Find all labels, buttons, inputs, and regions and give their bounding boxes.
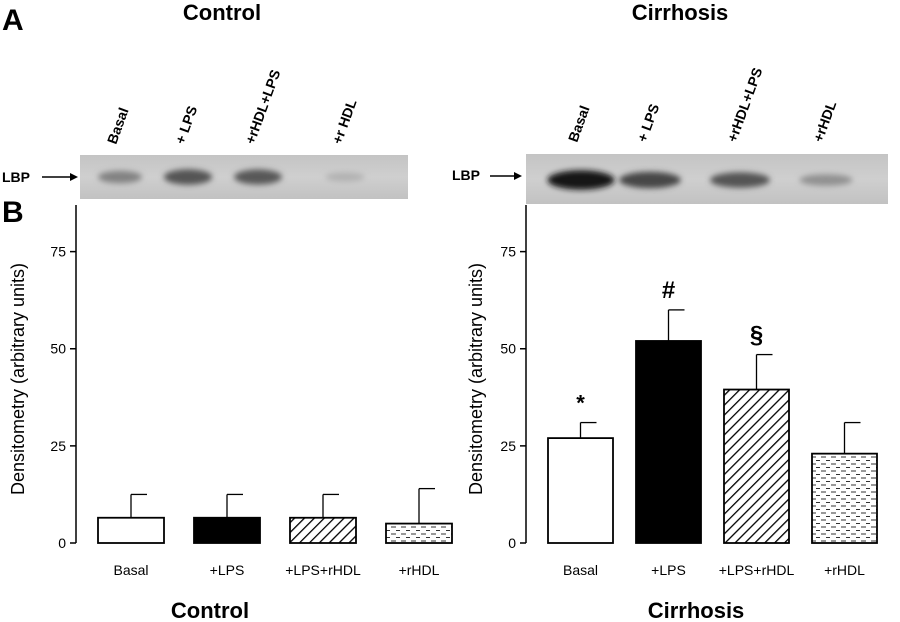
y-tick-label: 0 [58,535,66,551]
blot-strip-cirrhosis [526,154,888,204]
blot-lane-label: + LPS [172,104,200,146]
y-axis-label: Densitometry (arbitrary units) [466,263,486,495]
bar [811,452,878,544]
blot-band [799,174,853,186]
blot-lane-label: +rHDL [810,98,840,144]
blot-strip-control [80,155,408,199]
bar-chart-control: 0 25 50 75 Densitometry (arbitrary units) Bas… [8,205,453,622]
bar [385,522,453,544]
panel-label-b: B [2,196,24,229]
blot-lane-label: Basal [104,105,132,146]
x-tick-label: Basal [563,562,598,578]
blot-band [547,170,615,190]
y-tick-label: 50 [50,341,66,357]
blot-band [97,170,143,184]
lbp-marker-label-control: LBP [2,169,30,185]
y-axis-label: Densitometry (arbitrary units) [8,263,28,495]
blot-band [234,169,282,185]
significance-marker: § [750,322,763,349]
blot-title-control: Control [183,0,261,25]
chart-title: Control [171,598,249,622]
panel-label-a: A [2,4,24,37]
blot-band [619,171,681,189]
lbp-arrow-control [42,173,78,181]
x-tick-label: +LPS [651,562,686,578]
bar [97,516,165,544]
bar [193,516,261,544]
blot-lane-label: Basal [565,103,593,144]
x-tick-label: +rHDL [824,562,865,578]
blot-lane-label: + LPS [634,102,662,144]
blot-band [163,169,213,185]
blot-lane-label: +r HDL [329,97,360,146]
bar [547,437,614,544]
bar-chart-cirrhosis: 0 25 50 75 Densitometry (arbitrary units) Bas… [466,205,878,622]
x-tick-label: +rHDL [399,562,440,578]
x-tick-label: +LPS [210,562,245,578]
x-tick-label: Basal [113,562,148,578]
bar [723,388,790,544]
blot-lane-label: +rHDL+LPS [242,67,284,146]
y-tick-label: 25 [500,438,516,454]
y-tick-label: 50 [500,341,516,357]
significance-marker: * [576,391,585,416]
lbp-marker-label-cirrhosis: LBP [452,167,480,183]
blot-band [325,172,365,182]
lbp-arrow-cirrhosis [490,172,522,180]
bar [635,340,702,544]
blot-band [710,172,770,188]
y-tick-label: 75 [50,244,66,260]
bar [289,516,357,544]
blot-title-cirrhosis: Cirrhosis [632,0,729,25]
significance-marker: # [662,277,675,304]
y-tick-label: 25 [50,438,66,454]
y-tick-label: 0 [508,535,516,551]
blot-lane-label: +rHDL+LPS [724,65,766,144]
y-tick-label: 75 [500,244,516,260]
x-tick-label: +LPS+rHDL [285,562,361,578]
x-tick-label: +LPS+rHDL [719,562,795,578]
chart-title: Cirrhosis [648,598,745,622]
